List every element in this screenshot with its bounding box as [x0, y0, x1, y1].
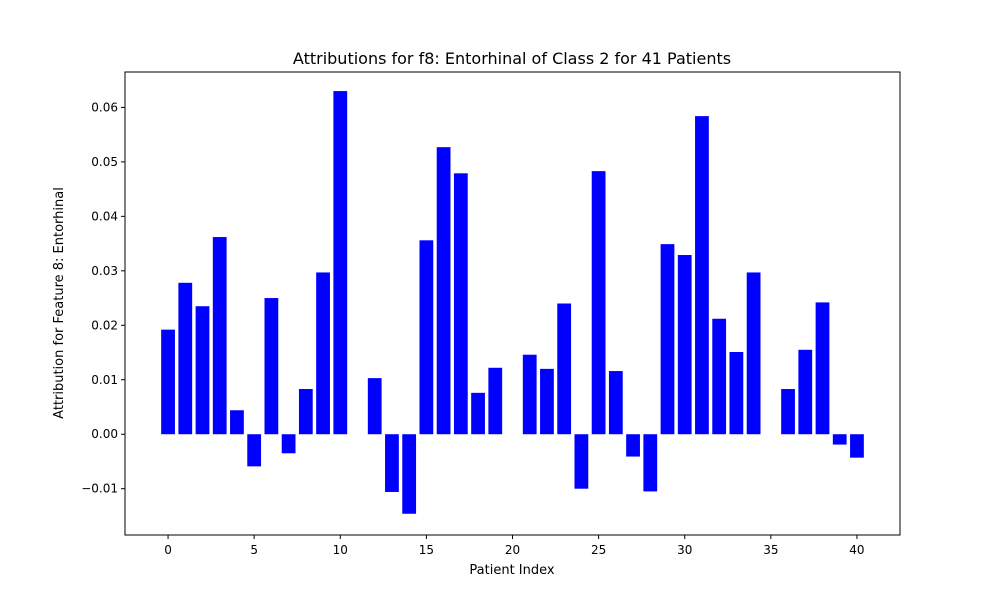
bar-patient-25: [591, 171, 606, 435]
bar-patient-23: [557, 303, 572, 435]
bar-patient-16: [436, 147, 451, 435]
bar-patient-7: [281, 434, 296, 454]
bar-patient-22: [540, 368, 554, 435]
bar-patient-0: [161, 329, 175, 435]
bar-patient-18: [471, 392, 485, 435]
bar-patient-24: [574, 434, 589, 489]
x-tick-label: 35: [763, 543, 778, 557]
plot-frame: [124, 71, 901, 536]
bar-patient-1: [178, 282, 193, 435]
bar-patient-33: [729, 351, 744, 435]
bar-patient-15: [419, 240, 434, 435]
bar-patient-27: [626, 434, 640, 457]
y-tick-label: 0.03: [91, 264, 118, 278]
y-tick-label: 0.06: [91, 100, 118, 114]
y-tick-label: 0.02: [91, 318, 118, 332]
bar-patient-6: [264, 298, 279, 435]
y-tick-label: −0.01: [81, 482, 118, 496]
y-axis-label: Attribution for Feature 8: Entorhinal: [52, 187, 67, 419]
bar-patient-28: [643, 434, 658, 492]
x-tick-label: 20: [505, 543, 520, 557]
bar-patient-5: [247, 434, 262, 467]
bar-patient-38: [815, 302, 830, 435]
x-tick-label: 40: [849, 543, 864, 557]
bar-patient-26: [608, 371, 623, 435]
bars-group: [161, 91, 864, 514]
bar-patient-14: [402, 434, 417, 514]
bar-patient-19: [488, 367, 503, 435]
bar-patient-2: [195, 306, 210, 435]
bar-patient-12: [367, 378, 382, 435]
bar-patient-39: [832, 434, 847, 445]
chart-title: Attributions for f8: Entorhinal of Class…: [293, 49, 731, 68]
y-tick-label: 0.01: [91, 373, 118, 387]
x-tick-label: 30: [677, 543, 692, 557]
bar-patient-32: [712, 318, 727, 435]
x-tick-label: 5: [250, 543, 258, 557]
x-tick-label: 10: [333, 543, 348, 557]
bar-patient-3: [212, 237, 227, 435]
x-tick-label: 15: [419, 543, 434, 557]
x-axis-label: Patient Index: [469, 563, 554, 578]
y-tick-label: 0.00: [91, 427, 118, 441]
bar-patient-31: [695, 116, 709, 435]
bar-patient-4: [230, 410, 244, 435]
bar-patient-34: [746, 272, 761, 435]
bar-patient-10: [333, 91, 348, 435]
y-tick-label: 0.05: [91, 155, 118, 169]
bar-patient-17: [453, 173, 468, 435]
bar-patient-36: [781, 389, 795, 435]
x-tick-label: 25: [591, 543, 606, 557]
bar-patient-40: [850, 434, 864, 458]
bar-patient-37: [798, 349, 813, 435]
bar-patient-29: [660, 244, 675, 435]
x-tick-label: 0: [164, 543, 172, 557]
bar-patient-30: [677, 255, 692, 435]
bar-patient-21: [522, 354, 537, 435]
x-axis-ticks: 0 5 10 15 20 25 30 35 40: [164, 535, 865, 557]
y-axis-ticks: −0.01 0.00 0.01 0.02 0.03 0.04 0.05 0.06: [81, 100, 125, 496]
bar-patient-9: [316, 272, 330, 435]
bar-patient-8: [298, 389, 313, 435]
y-tick-label: 0.04: [91, 209, 118, 223]
bar-patient-13: [385, 434, 399, 492]
